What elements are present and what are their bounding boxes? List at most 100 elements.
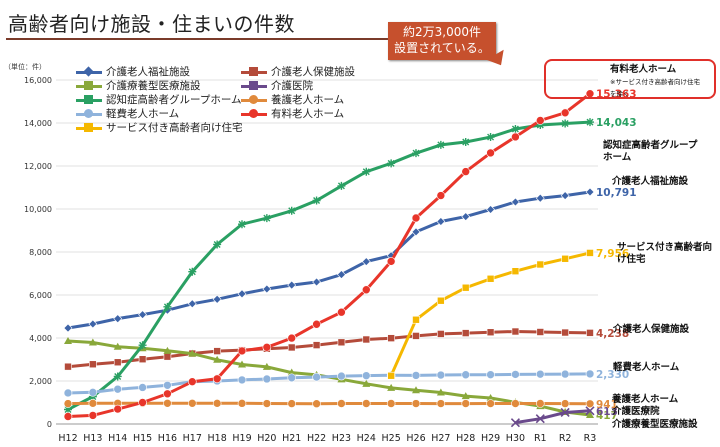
- data-point: [461, 392, 470, 400]
- data-point: [586, 118, 594, 127]
- data-point: [436, 191, 446, 200]
- legend-label: 軽費老人ホーム: [106, 108, 180, 120]
- x-tick-label: H24: [357, 433, 376, 444]
- data-point: [113, 372, 122, 381]
- legend-item: 養護老人ホーム: [241, 92, 344, 106]
- data-point: [163, 389, 172, 399]
- data-point: [287, 373, 297, 383]
- data-point: [138, 341, 147, 350]
- unit-label: （単位：件）: [4, 63, 46, 71]
- right-label: サービス付き高齢者向け住宅: [617, 242, 717, 266]
- legend-swatch: [241, 66, 267, 76]
- data-point: [585, 406, 595, 416]
- end-value-label: 10,791: [596, 187, 637, 199]
- highlight-box: [544, 59, 716, 99]
- data-point: [262, 214, 271, 223]
- data-point: [387, 383, 396, 391]
- data-point: [64, 405, 72, 414]
- data-point: [88, 388, 98, 397]
- legend-item: 認知症高齢者グループホーム: [76, 92, 242, 106]
- x-tick-label: H14: [108, 433, 127, 444]
- data-point: [511, 267, 520, 275]
- data-point: [486, 205, 495, 214]
- data-point: [113, 384, 123, 394]
- data-point: [486, 399, 495, 408]
- data-point: [138, 398, 147, 407]
- legend-swatch: [76, 108, 102, 118]
- right-label-text: サービス付き高齢者向け住宅: [617, 242, 713, 265]
- right-label: 軽費老人ホーム: [613, 362, 679, 374]
- data-point: [138, 355, 147, 364]
- x-tick-label: R3: [584, 433, 597, 444]
- data-point: [312, 196, 321, 205]
- data-point: [287, 333, 297, 343]
- data-point: [561, 119, 570, 128]
- data-point: [511, 197, 520, 207]
- data-point: [437, 330, 445, 338]
- data-point: [361, 257, 371, 267]
- legend-label: 養護老人ホーム: [271, 94, 345, 106]
- data-point: [63, 412, 73, 421]
- end-value-label: 4,238: [596, 328, 629, 340]
- series-line-8: [67, 92, 591, 418]
- legend-swatch: [241, 94, 267, 104]
- data-point: [287, 206, 296, 215]
- data-point: [188, 267, 197, 276]
- data-point: [386, 257, 396, 266]
- data-point: [113, 404, 123, 414]
- data-point: [138, 383, 147, 392]
- data-point: [586, 249, 594, 257]
- data-point: [412, 386, 420, 394]
- x-tick-label: H20: [257, 433, 276, 444]
- data-point: [262, 374, 272, 384]
- data-point: [89, 360, 97, 369]
- data-point: [212, 399, 222, 408]
- y-tick-label: 12,000: [24, 162, 52, 171]
- data-point: [561, 328, 569, 337]
- x-tick-label: H19: [232, 433, 251, 444]
- right-label-text: 介護医療院: [612, 406, 660, 417]
- right-label-note: ※サービス付き高齢者向け住宅を除く: [610, 78, 700, 98]
- series-line-1: [67, 190, 591, 330]
- data-point: [486, 328, 495, 337]
- x-tick-label: H16: [158, 433, 177, 444]
- x-tick-label: H21: [282, 433, 301, 444]
- data-point: [510, 418, 520, 428]
- right-label-text: 養護老人ホーム: [612, 394, 679, 405]
- data-point: [163, 346, 172, 354]
- data-point: [212, 294, 222, 304]
- data-point: [411, 227, 421, 237]
- legend-item: 介護療養型医療施設: [76, 78, 201, 92]
- title-underline: [6, 38, 388, 40]
- right-label: 認知症高齢者グループホーム: [603, 140, 703, 164]
- data-point: [436, 399, 446, 408]
- data-point: [312, 341, 321, 349]
- data-point: [511, 399, 520, 408]
- x-tick-label: R1: [534, 433, 547, 444]
- data-point: [187, 377, 197, 386]
- data-point: [113, 342, 122, 350]
- data-point: [461, 399, 471, 408]
- legend-swatch: [241, 108, 267, 118]
- right-label: 介護老人保健施設: [613, 324, 689, 336]
- series-line-6: [67, 401, 591, 406]
- legend-label: 介護療養型医療施設: [106, 80, 201, 92]
- y-tick-label: 8,000: [29, 248, 52, 257]
- end-value-label: 613: [596, 406, 618, 418]
- end-value-label: 417: [596, 410, 618, 422]
- data-point: [237, 399, 247, 408]
- end-value-label: 7,956: [596, 248, 629, 260]
- series-line-2: [67, 329, 591, 369]
- data-point: [287, 343, 296, 352]
- data-point: [486, 370, 495, 379]
- x-tick-label: H26: [406, 433, 425, 444]
- data-point: [461, 212, 471, 222]
- data-point: [262, 342, 272, 352]
- data-point: [387, 159, 396, 168]
- right-label: 介護老人福祉施設: [612, 176, 688, 188]
- data-point: [337, 371, 346, 381]
- x-tick-label: H12: [58, 433, 77, 444]
- data-point: [436, 370, 446, 380]
- right-label-text: 介護療養型医療施設: [612, 419, 698, 430]
- x-tick-label: H29: [481, 433, 500, 444]
